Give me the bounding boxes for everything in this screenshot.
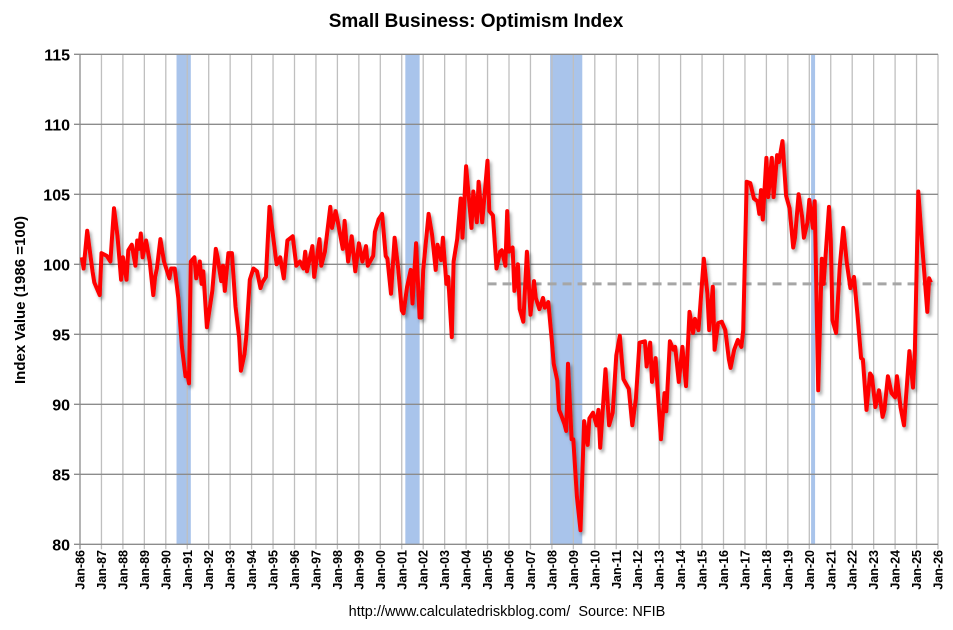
x-tick-label: Jan-19 (781, 550, 795, 590)
x-tick-label: Jan-05 (481, 550, 495, 590)
y-tick-label: 105 (43, 187, 70, 204)
recession-band (811, 54, 816, 545)
y-tick-label: 100 (43, 257, 70, 274)
recession-band (550, 54, 583, 545)
x-tick-label: Jan-01 (395, 550, 409, 590)
recession-bands (176, 54, 816, 545)
y-tick-label: 115 (44, 47, 70, 64)
x-tick-label: Jan-95 (267, 550, 281, 590)
x-tick-label: Jan-24 (889, 550, 903, 590)
x-tick-label: Jan-22 (846, 550, 860, 590)
x-tick-label: Jan-21 (824, 550, 838, 590)
x-tick-label: Jan-92 (202, 550, 216, 590)
x-tick-label: Jan-09 (567, 550, 581, 590)
x-tick-label: Jan-96 (288, 550, 302, 590)
x-tick-label: Jan-14 (674, 550, 688, 590)
x-tick-label: Jan-20 (803, 550, 817, 590)
x-tick-label: Jan-93 (224, 550, 238, 590)
x-tick-label: Jan-87 (95, 550, 109, 590)
source-footer: http://www.calculatedriskblog.com/ Sourc… (349, 604, 666, 620)
x-tick-label: Jan-00 (374, 550, 388, 590)
x-tick-label: Jan-23 (867, 550, 881, 590)
y-tick-label: 110 (44, 117, 70, 134)
x-axis-ticks: Jan-86 Jan-87 Jan-88 Jan-89 Jan-90 Jan-91 Jan-… (74, 550, 946, 590)
x-tick-label: Jan-06 (503, 550, 517, 590)
x-tick-label: Jan-97 (309, 550, 323, 590)
x-tick-label: Jan-91 (181, 550, 195, 590)
y-tick-label: 90 (52, 397, 70, 414)
x-tick-label: Jan-26 (932, 550, 946, 590)
x-tick-label: Jan-02 (417, 550, 431, 590)
x-tick-label: Jan-17 (738, 550, 752, 590)
x-tick-label: Jan-08 (545, 550, 559, 590)
series-group (79, 139, 933, 533)
x-tick-label: Jan-11 (610, 550, 624, 589)
x-tick-label: Jan-10 (588, 550, 602, 590)
x-tick-label: Jan-04 (460, 550, 474, 590)
x-tick-label: Jan-99 (352, 550, 366, 590)
x-tick-label: Jan-89 (138, 550, 152, 590)
y-axis-label: Index Value (1986 =100) (12, 216, 29, 384)
chart-title: Small Business: Optimism Index (329, 11, 624, 32)
y-tick-label: 95 (52, 327, 70, 344)
y-axis-ticks: 80 85 90 95 100 105 110 115 (43, 47, 70, 554)
x-tick-label: Jan-18 (760, 550, 774, 590)
x-tick-label: Jan-12 (631, 550, 645, 590)
x-tick-label: Jan-25 (910, 550, 924, 590)
x-tick-label: Jan-15 (696, 550, 710, 590)
x-tick-label: Jan-07 (524, 550, 538, 590)
x-tick-label: Jan-98 (331, 550, 345, 590)
y-tick-label: 85 (52, 467, 70, 484)
x-tick-label: Jan-90 (159, 550, 173, 590)
y-tick-label: 80 (52, 537, 70, 554)
x-tick-label: Jan-88 (116, 550, 130, 590)
x-tick-label: Jan-16 (717, 550, 731, 590)
x-tick-label: Jan-94 (245, 550, 259, 590)
x-tick-label: Jan-13 (653, 550, 667, 590)
x-tick-label: Jan-86 (74, 550, 88, 590)
x-tick-label: Jan-03 (438, 550, 452, 590)
